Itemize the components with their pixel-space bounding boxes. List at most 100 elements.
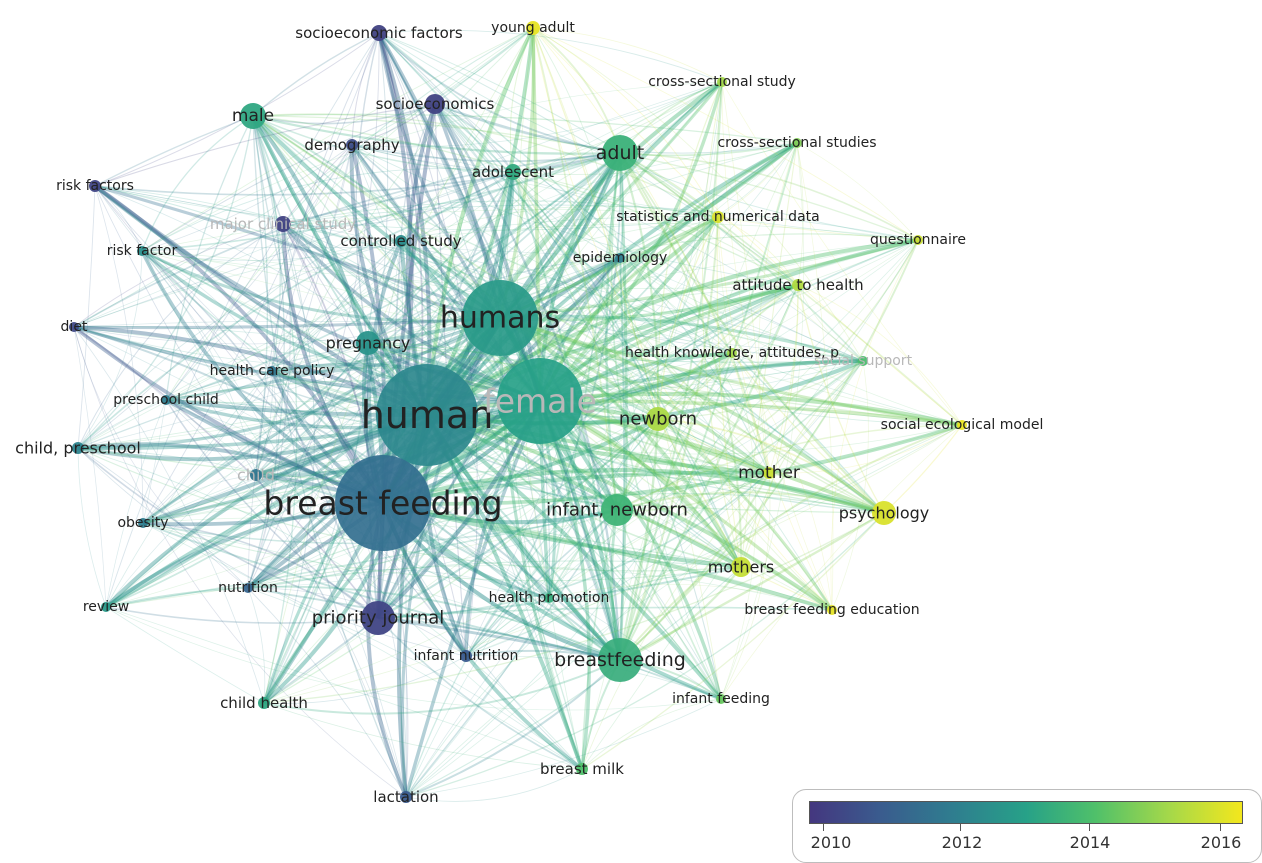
node-circle[interactable] (460, 650, 472, 662)
node-label[interactable]: human (361, 393, 494, 437)
node-circle[interactable] (138, 518, 148, 528)
node-circle[interactable] (872, 501, 896, 525)
node-label[interactable]: social support (814, 353, 913, 369)
node-circle[interactable] (250, 469, 262, 481)
node-label[interactable]: socioeconomic factors (295, 24, 463, 42)
node-label[interactable]: infant feeding (672, 691, 770, 707)
node-label[interactable]: nutrition (218, 580, 278, 596)
node-label[interactable]: lactation (373, 788, 438, 806)
network-edge (77, 447, 583, 770)
node-label[interactable]: preschool child (113, 392, 219, 408)
node-circle[interactable] (346, 139, 358, 151)
node-label[interactable]: child (237, 466, 275, 485)
node-label[interactable]: questionnaire (870, 232, 966, 248)
node-label[interactable]: pregnancy (326, 334, 411, 353)
node-label[interactable]: humans (440, 301, 560, 336)
node-circle[interactable] (731, 557, 751, 577)
node-label[interactable]: statistics and numerical data (616, 209, 819, 225)
node-label[interactable]: obesity (117, 515, 168, 531)
node-label[interactable]: controlled study (340, 232, 461, 250)
node-label[interactable]: breastfeeding (554, 649, 686, 671)
node-label[interactable]: child health (220, 694, 308, 712)
node-label[interactable]: health care policy (210, 363, 335, 379)
node-circle[interactable] (576, 763, 588, 775)
node-label[interactable]: breast feeding (263, 484, 502, 523)
node-label[interactable]: female (483, 382, 597, 421)
node-circle[interactable] (717, 77, 727, 87)
node-circle[interactable] (858, 356, 868, 366)
node-label[interactable]: socioeconomics (376, 95, 495, 113)
node-circle[interactable] (240, 103, 266, 129)
network-edge (512, 171, 799, 286)
node-circle[interactable] (497, 358, 583, 444)
node-label[interactable]: attitude to health (732, 276, 863, 294)
node-label[interactable]: child, preschool (15, 439, 141, 458)
node-circle[interactable] (101, 602, 111, 612)
node-circle[interactable] (425, 94, 445, 114)
node-circle[interactable] (371, 25, 387, 41)
node-circle[interactable] (376, 364, 478, 466)
node-circle[interactable] (400, 791, 412, 803)
network-edge (271, 142, 798, 372)
node-circle[interactable] (258, 697, 270, 709)
node-circle[interactable] (646, 407, 670, 431)
node-circle[interactable] (602, 135, 638, 171)
node-label[interactable]: adult (596, 142, 644, 164)
node-label[interactable]: newborn (619, 409, 697, 430)
node-circle[interactable] (462, 280, 538, 356)
node-label[interactable]: young adult (491, 20, 575, 36)
node-circle[interactable] (913, 235, 923, 245)
node-circle[interactable] (615, 253, 625, 263)
network-edge (104, 413, 428, 609)
node-label[interactable]: health knowledge, attitudes, p (625, 345, 839, 361)
node-label[interactable]: major clinical study (210, 215, 356, 233)
node-circle[interactable] (544, 593, 554, 603)
node-label[interactable]: male (232, 106, 274, 126)
node-circle[interactable] (89, 180, 101, 192)
node-circle[interactable] (716, 694, 726, 704)
node-circle[interactable] (69, 322, 79, 332)
node-circle[interactable] (727, 348, 737, 358)
node-label[interactable]: psychology (839, 504, 930, 523)
node-circle[interactable] (526, 21, 540, 35)
node-label[interactable]: breast feeding education (744, 602, 919, 618)
node-label[interactable]: priority journal (312, 608, 445, 629)
node-circle[interactable] (957, 420, 967, 430)
node-label[interactable]: infant, newborn (546, 500, 688, 521)
node-circle[interactable] (601, 494, 633, 526)
node-circle[interactable] (763, 467, 775, 479)
node-label[interactable]: mothers (708, 558, 775, 577)
node-circle[interactable] (792, 138, 802, 148)
node-circle[interactable] (72, 442, 84, 454)
node-label[interactable]: epidemiology (573, 250, 668, 266)
node-circle[interactable] (361, 601, 395, 635)
node-circle[interactable] (275, 216, 291, 232)
node-circle[interactable] (356, 331, 380, 355)
node-label[interactable]: mother (738, 463, 800, 483)
node-label[interactable]: breast milk (540, 760, 624, 778)
node-label[interactable]: risk factors (56, 178, 134, 194)
network-edge (73, 326, 107, 608)
node-circle[interactable] (505, 164, 521, 180)
node-circle[interactable] (792, 279, 804, 291)
node-label[interactable]: health promotion (489, 590, 610, 606)
node-label[interactable]: review (83, 599, 129, 615)
node-circle[interactable] (267, 366, 277, 376)
node-circle[interactable] (712, 211, 724, 223)
node-label[interactable]: risk factor (107, 243, 178, 259)
node-circle[interactable] (598, 638, 642, 682)
node-label[interactable]: diet (61, 319, 88, 335)
node-label[interactable]: demography (304, 136, 399, 154)
node-circle[interactable] (335, 455, 431, 551)
node-circle[interactable] (137, 246, 147, 256)
node-label[interactable]: cross-sectional study (648, 74, 796, 90)
node-circle[interactable] (161, 395, 171, 405)
node-label[interactable]: social ecological model (881, 417, 1044, 433)
node-label[interactable]: infant nutrition (414, 648, 519, 664)
node-label[interactable]: adolescent (472, 163, 554, 181)
network-edge (263, 655, 467, 704)
node-circle[interactable] (395, 235, 407, 247)
node-circle[interactable] (243, 583, 253, 593)
node-label[interactable]: cross-sectional studies (717, 135, 876, 151)
node-circle[interactable] (827, 605, 837, 615)
